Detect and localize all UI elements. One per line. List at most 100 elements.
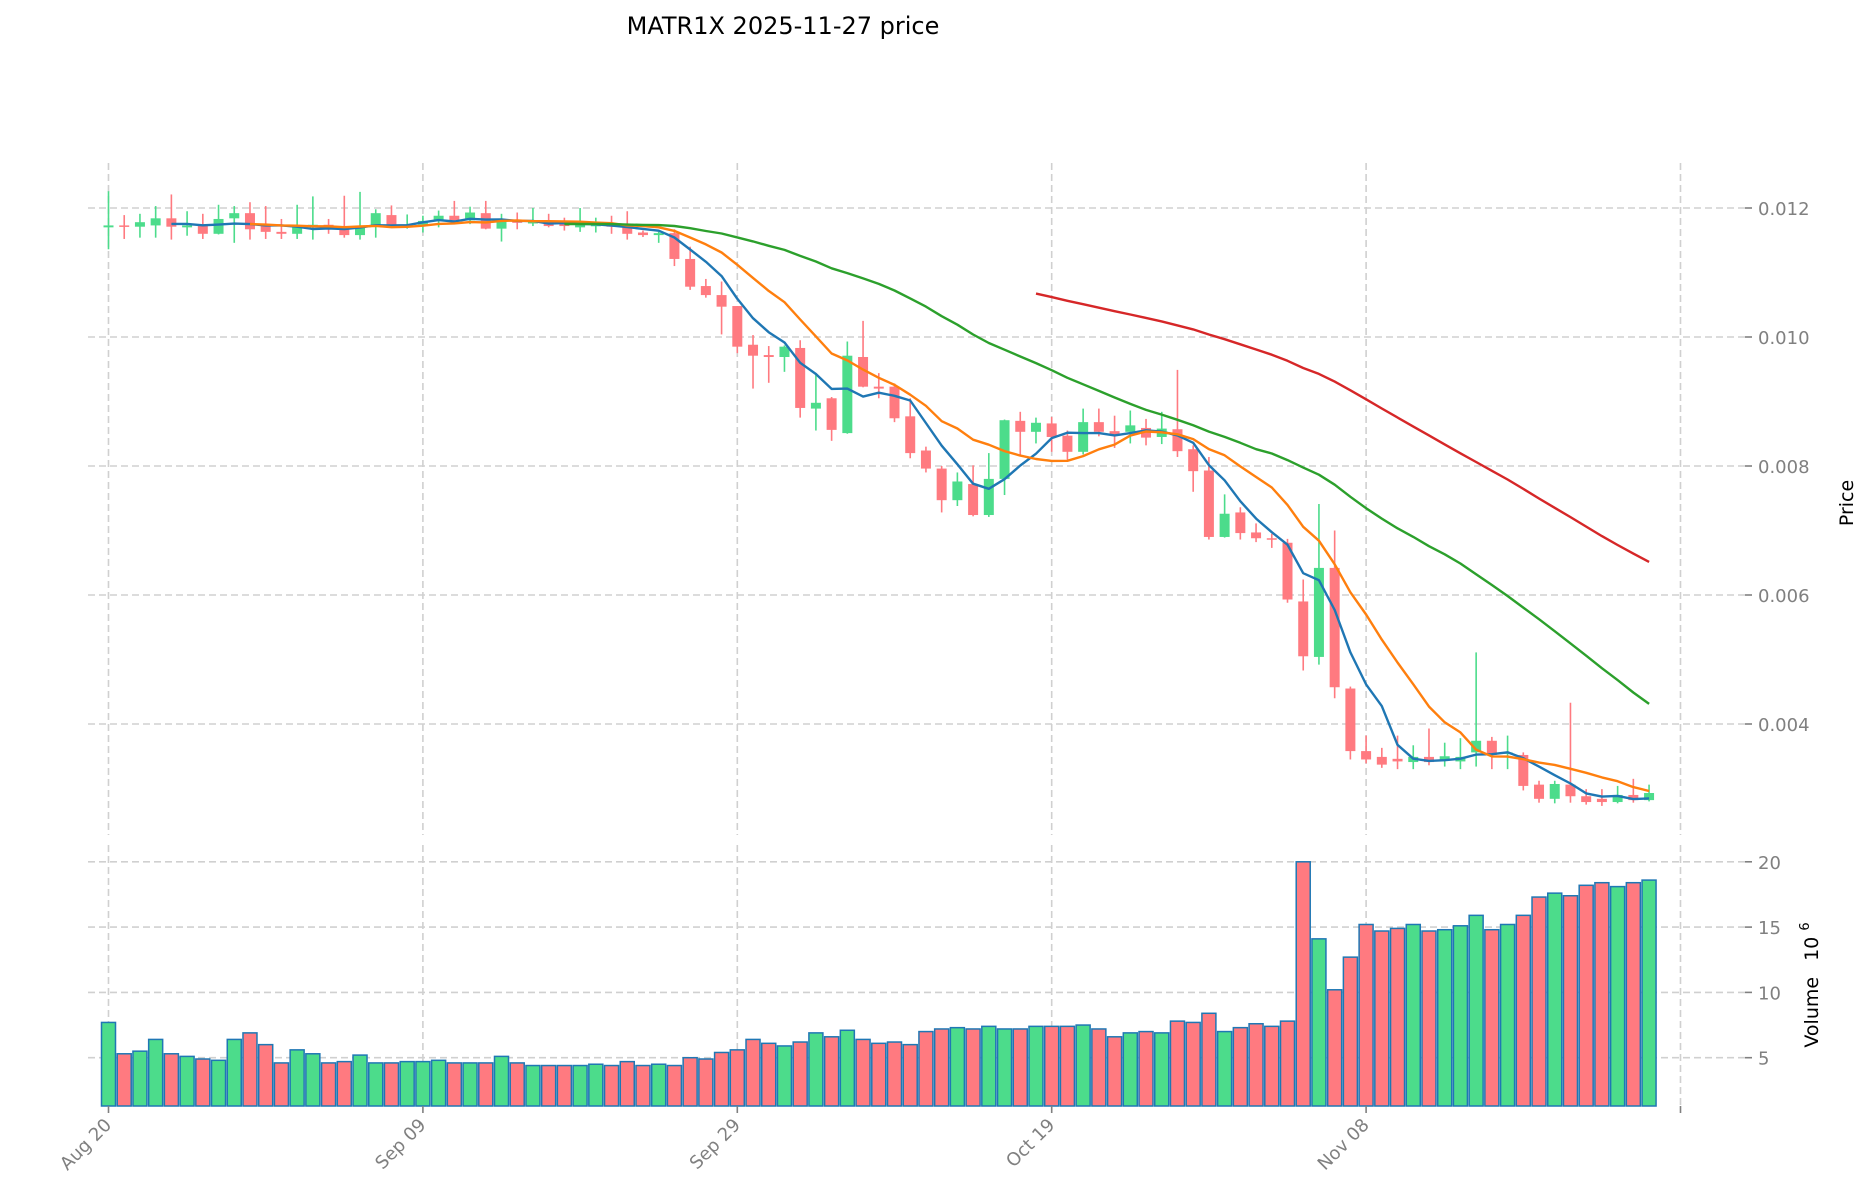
volume-bar — [1075, 1024, 1091, 1107]
candle-down — [1376, 747, 1387, 768]
candle-body — [386, 215, 397, 227]
candle-body — [889, 386, 900, 419]
candle-up — [292, 204, 303, 239]
candle-down — [748, 335, 759, 389]
volume-bar — [1358, 923, 1374, 1107]
candle-down — [1203, 456, 1214, 540]
candle-body — [1062, 435, 1073, 452]
volume-bar — [1436, 928, 1453, 1107]
candle-body — [1423, 756, 1434, 763]
moving-average-lines — [171, 217, 1650, 801]
candle-down — [119, 215, 130, 239]
volume-bar — [1515, 914, 1532, 1107]
candle-up — [1455, 738, 1466, 770]
candle-up — [1549, 780, 1560, 804]
candle-body — [968, 484, 979, 516]
candle-body — [1534, 784, 1545, 799]
volume-bar — [430, 1059, 447, 1107]
volume-bar — [666, 1064, 683, 1107]
candle-down — [449, 200, 460, 225]
candle-body — [779, 346, 790, 357]
volume-label-text: Volume — [1801, 977, 1823, 1048]
candle-down — [260, 206, 271, 239]
candle-body — [1251, 532, 1262, 539]
volume-bar — [493, 1055, 510, 1107]
candle-body — [653, 233, 664, 236]
volume-bar — [1499, 923, 1516, 1107]
volume-tick-label: 10 — [1758, 983, 1781, 1004]
volume-bar — [855, 1038, 871, 1107]
candle-down — [1565, 702, 1576, 803]
candle-body — [1046, 423, 1057, 437]
candle-up — [999, 419, 1010, 496]
volume-bar — [257, 1043, 274, 1107]
ma5-line — [171, 217, 1650, 801]
candle-up — [150, 206, 161, 238]
volume-bar — [635, 1064, 651, 1107]
price-tick-label: 0.012 — [1758, 199, 1810, 220]
volume-bar — [509, 1062, 525, 1107]
candle-down — [1392, 735, 1403, 770]
volume-bar — [698, 1058, 714, 1107]
volume-bar — [147, 1038, 164, 1107]
candle-body — [465, 212, 476, 221]
candle-body — [952, 481, 963, 501]
volume-bar — [572, 1064, 588, 1107]
candle-body — [873, 386, 884, 389]
volume-tick-label: 5 — [1758, 1049, 1769, 1070]
candle-body — [166, 218, 177, 227]
candle-up — [779, 345, 790, 372]
candle-down — [166, 194, 177, 240]
candle-body — [999, 420, 1010, 479]
volume-bar — [446, 1062, 463, 1107]
candle-body — [150, 218, 161, 226]
volume-bar — [1185, 1021, 1201, 1107]
candle-body — [1392, 758, 1403, 762]
volume-bar — [179, 1055, 195, 1107]
candle-down — [1046, 416, 1057, 452]
candle-body — [197, 225, 208, 234]
candle-body — [449, 215, 460, 221]
candle-up — [952, 472, 963, 506]
candle-body — [716, 295, 727, 307]
candle-up — [1078, 408, 1089, 455]
candle-down — [685, 246, 696, 290]
candle-body — [292, 225, 303, 234]
candle-down — [480, 200, 491, 230]
candle-body — [1266, 538, 1277, 540]
volume-bar — [745, 1038, 761, 1107]
candle-up — [1471, 652, 1482, 767]
candle-down — [905, 398, 916, 459]
candle-up — [307, 196, 318, 240]
volume-bar — [1169, 1020, 1186, 1107]
candle-down — [1109, 415, 1120, 448]
candle-down — [889, 383, 900, 423]
candle-body — [1471, 740, 1482, 753]
candle-down — [716, 281, 727, 335]
volume-bar — [1578, 884, 1594, 1107]
volume-bar — [352, 1054, 368, 1107]
volume-scale-base: 10 — [1801, 937, 1823, 961]
ma10-line — [249, 219, 1650, 793]
volume-bar — [1295, 861, 1311, 1107]
volume-bar — [540, 1064, 557, 1107]
volume-bar — [1059, 1025, 1076, 1107]
candle-body — [1015, 420, 1026, 432]
candle-body — [1125, 425, 1136, 432]
ma60-line — [1035, 292, 1650, 563]
price-tick-label: 0.006 — [1758, 586, 1810, 607]
candle-body — [1345, 688, 1356, 752]
volume-bar — [320, 1062, 337, 1107]
volume-bar — [588, 1063, 604, 1107]
candle-down — [1345, 686, 1356, 760]
candle-body — [1644, 793, 1655, 801]
x-tick-label: Oct 19 — [1002, 1115, 1059, 1172]
candle-body — [1581, 796, 1592, 803]
candle-body — [1549, 783, 1560, 799]
volume-bar — [933, 1028, 950, 1107]
candle-body — [1172, 429, 1183, 452]
volume-bar — [1232, 1026, 1249, 1107]
candle-body — [858, 356, 869, 387]
candle-body — [1518, 754, 1529, 786]
volume-bar — [163, 1053, 180, 1107]
